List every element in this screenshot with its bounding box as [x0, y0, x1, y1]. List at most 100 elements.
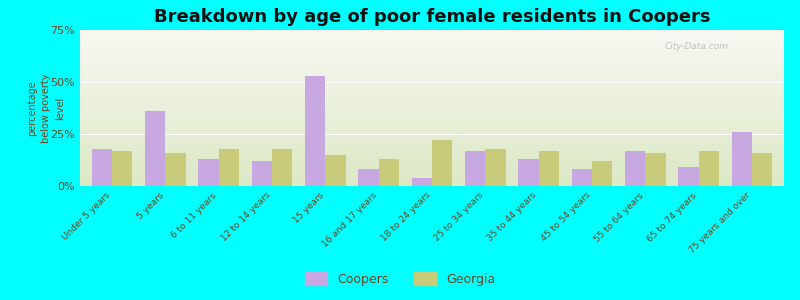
Bar: [80, 104, 784, 105]
Bar: [80, 184, 784, 185]
Bar: [80, 97, 784, 98]
Bar: [80, 56, 784, 57]
Bar: [80, 58, 784, 59]
Bar: [80, 93, 784, 94]
Bar: [80, 136, 784, 137]
Bar: [538, 151, 559, 186]
Bar: [80, 170, 784, 171]
Bar: [80, 106, 784, 107]
Bar: [678, 167, 698, 186]
Bar: [145, 111, 166, 186]
Bar: [80, 95, 784, 96]
Bar: [698, 151, 719, 186]
Bar: [80, 35, 784, 36]
Bar: [80, 130, 784, 131]
Bar: [80, 41, 784, 42]
Bar: [80, 118, 784, 119]
Bar: [80, 148, 784, 149]
Bar: [80, 133, 784, 134]
Bar: [80, 152, 784, 153]
Bar: [80, 96, 784, 97]
Bar: [486, 148, 506, 186]
Bar: [80, 50, 784, 51]
Bar: [80, 140, 784, 141]
Bar: [80, 49, 784, 50]
Bar: [80, 67, 784, 68]
Bar: [80, 88, 784, 89]
Bar: [80, 123, 784, 124]
Bar: [80, 103, 784, 104]
Bar: [752, 153, 772, 186]
Legend: Coopers, Georgia: Coopers, Georgia: [300, 267, 500, 291]
Bar: [80, 85, 784, 86]
Bar: [80, 78, 784, 79]
Bar: [80, 70, 784, 71]
Bar: [432, 140, 452, 186]
Bar: [80, 79, 784, 80]
Bar: [80, 134, 784, 135]
Bar: [166, 153, 186, 186]
Bar: [80, 160, 784, 161]
Bar: [80, 75, 784, 76]
Bar: [80, 36, 784, 37]
Bar: [80, 131, 784, 132]
Bar: [80, 34, 784, 35]
Bar: [80, 157, 784, 158]
Bar: [80, 120, 784, 121]
Bar: [92, 148, 112, 186]
Bar: [80, 105, 784, 106]
Bar: [80, 181, 784, 182]
Bar: [80, 171, 784, 172]
Bar: [80, 33, 784, 34]
Bar: [80, 87, 784, 88]
Bar: [80, 165, 784, 166]
Bar: [80, 60, 784, 61]
Bar: [80, 62, 784, 63]
Bar: [80, 159, 784, 160]
Bar: [80, 122, 784, 123]
Bar: [80, 55, 784, 56]
Bar: [198, 159, 218, 186]
Bar: [625, 151, 646, 186]
Bar: [80, 154, 784, 155]
Bar: [80, 127, 784, 128]
Bar: [378, 159, 399, 186]
Bar: [272, 148, 292, 186]
Bar: [732, 132, 752, 186]
Bar: [80, 176, 784, 177]
Bar: [112, 151, 132, 186]
Bar: [80, 85, 784, 86]
Bar: [80, 121, 784, 122]
Bar: [80, 51, 784, 52]
Bar: [80, 32, 784, 33]
Bar: [80, 163, 784, 164]
Bar: [80, 100, 784, 101]
Bar: [80, 150, 784, 151]
Bar: [572, 169, 592, 186]
Bar: [305, 76, 326, 186]
Bar: [80, 111, 784, 112]
Bar: [518, 159, 538, 186]
Bar: [80, 185, 784, 186]
Bar: [80, 112, 784, 113]
Bar: [80, 94, 784, 95]
Bar: [80, 69, 784, 70]
Bar: [80, 57, 784, 58]
Bar: [80, 119, 784, 120]
Bar: [80, 113, 784, 114]
Bar: [80, 180, 784, 181]
Bar: [80, 38, 784, 39]
Bar: [80, 126, 784, 127]
Bar: [80, 52, 784, 53]
Bar: [80, 167, 784, 168]
Bar: [80, 110, 784, 111]
Y-axis label: percentage
below poverty
level: percentage below poverty level: [27, 73, 66, 143]
Bar: [80, 107, 784, 108]
Bar: [80, 145, 784, 146]
Bar: [80, 117, 784, 118]
Bar: [80, 142, 784, 143]
Bar: [358, 169, 378, 186]
Bar: [80, 74, 784, 75]
Bar: [80, 48, 784, 49]
Bar: [80, 82, 784, 83]
